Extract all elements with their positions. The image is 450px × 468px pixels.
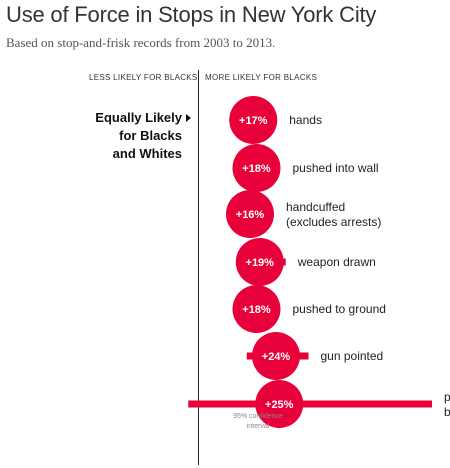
category-label: hands <box>289 113 322 127</box>
equal-label-line-3: and Whites <box>112 146 182 161</box>
category-label: handcuffed <box>286 200 345 214</box>
confidence-interval-bar <box>188 400 432 408</box>
category-label: baton <box>444 405 450 419</box>
data-point-circle <box>232 285 281 333</box>
header-more-likely: MORE LIKELY FOR BLACKS <box>205 73 318 82</box>
category-label: pushed to ground <box>293 302 386 316</box>
equal-likelihood-label: Equally Likely for Blacks and Whites <box>80 109 182 163</box>
data-point-circle <box>255 380 304 428</box>
category-label: pepper spray, <box>444 390 450 404</box>
value-label: +17% <box>239 115 268 127</box>
confidence-interval-note: 95% confidence <box>233 413 283 420</box>
data-point-circle <box>252 332 300 380</box>
category-label: pushed into wall <box>293 161 379 175</box>
chart-title: Use of Force in Stops in New York City <box>6 2 377 27</box>
value-label: +24% <box>262 351 291 363</box>
category-label: weapon drawn <box>297 255 376 269</box>
data-point-circle <box>235 238 284 286</box>
equality-axis-line <box>198 70 199 465</box>
equal-label-line-1: Equally Likely <box>95 110 182 125</box>
value-label: +19% <box>246 257 275 269</box>
value-label: +25% <box>265 399 294 411</box>
category-label: (excludes arrests) <box>286 215 381 229</box>
value-label: +18% <box>242 163 271 175</box>
data-point-circle <box>226 190 274 238</box>
triangle-right-icon <box>186 114 191 122</box>
data-point-circle <box>232 144 281 192</box>
header-less-likely: LESS LIKELY FOR BLACKS <box>89 73 198 82</box>
category-label: gun pointed <box>321 349 384 363</box>
value-label: +18% <box>242 304 271 316</box>
chart-subtitle: Based on stop-and-frisk records from 200… <box>6 35 276 50</box>
confidence-interval-note: interval <box>247 423 270 430</box>
data-point-circle <box>229 96 278 144</box>
equal-label-line-2: for Blacks <box>119 128 182 143</box>
value-label: +16% <box>236 209 265 221</box>
